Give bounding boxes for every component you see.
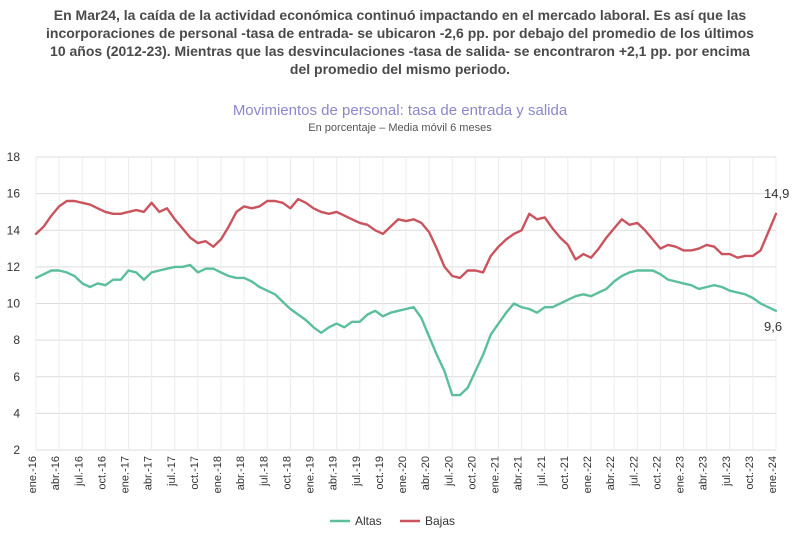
x-tick-label: ene.-22 [582,456,594,493]
x-tick-label: ene.-16 [27,456,39,493]
y-tick-label: 2 [13,443,20,457]
x-tick-label: ene.-20 [397,456,409,493]
headline-line-4: del promedio del mismo periodo. [289,61,511,77]
y-tick-label: 12 [7,260,21,274]
x-axis-ticks: ene.-16 abr.-16 jul.-16 oct.-16 ene.-17 abr.-… [27,456,779,493]
x-tick-label: abr.-22 [605,456,617,490]
legend: Altas Bajas [330,514,455,528]
y-tick-label: 8 [13,333,20,347]
x-tick-label: jul.-22 [628,456,640,487]
headline: En Mar24, la caída de la actividad econó… [0,6,800,78]
legend-label-bajas: Bajas [425,514,455,528]
end-label-bajas: 14,9 [764,186,789,201]
headline-line-1: En Mar24, la caída de la actividad econó… [53,7,747,23]
x-tick-label: ene.-17 [120,456,132,493]
x-tick-label: abr.-20 [420,456,432,490]
y-tick-label: 18 [7,150,21,164]
x-tick-label: abr.-19 [328,456,340,490]
series-line-altas [34,263,778,397]
x-tick-label: oct.-17 [189,456,201,490]
end-labels: 9,6 14,9 [764,186,789,334]
x-tick-label: oct.-22 [651,456,663,490]
y-tick-label: 14 [7,223,21,237]
x-tick-label: jul.-20 [443,456,455,487]
x-tick-label: oct.-20 [466,456,478,490]
x-tick-label: jul.-17 [166,456,178,487]
x-tick-label: jul.-16 [73,456,85,487]
x-tick-label: oct.-18 [281,456,293,490]
x-tick-label: ene.-21 [490,456,502,493]
x-tick-label: jul.-19 [351,456,363,487]
legend-label-altas: Altas [355,514,382,528]
y-tick-label: 16 [7,187,21,201]
x-tick-label: abr.-21 [513,456,525,490]
y-axis-ticks: 2 4 6 8 10 12 14 16 18 [7,150,21,457]
grid-lines [35,156,777,451]
end-label-altas: 9,6 [764,319,782,334]
x-tick-label: ene.-24 [767,456,779,493]
chart-subtitle: En porcentaje – Media móvil 6 meses [308,122,492,134]
series-lines [34,197,778,397]
x-tick-label: abr.-18 [235,456,247,490]
y-tick-label: 6 [13,370,20,384]
y-tick-label: 10 [7,297,21,311]
chart-title: Movimientos de personal: tasa de entrada… [232,102,568,119]
x-tick-label: oct.-21 [559,456,571,490]
x-tick-label: oct.-23 [744,456,756,490]
x-tick-label: ene.-19 [305,456,317,493]
x-tick-label: jul.-21 [536,456,548,487]
headline-line-2: incorporaciones de personal -tasa de ent… [46,25,754,41]
y-tick-label: 4 [13,406,20,420]
x-tick-label: abr.-17 [143,456,155,490]
x-tick-label: jul.-23 [721,456,733,487]
x-tick-label: abr.-16 [50,456,62,490]
x-tick-label: oct.-19 [374,456,386,490]
headline-line-3: 10 años (2012-23). Mientras que las desv… [50,43,750,59]
x-tick-label: ene.-23 [675,456,687,493]
x-tick-label: ene.-18 [212,456,224,493]
x-tick-label: oct.-16 [96,456,108,490]
x-tick-label: jul.-18 [258,456,270,487]
x-tick-label: abr.-23 [698,456,710,490]
series-line-bajas [34,197,778,280]
